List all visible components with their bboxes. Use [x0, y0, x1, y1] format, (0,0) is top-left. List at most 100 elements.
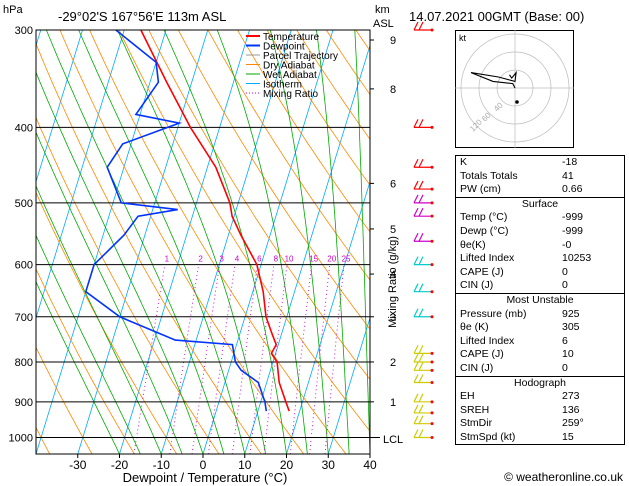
index-row: K -18 [456, 156, 624, 170]
legend-label: Temperature [263, 32, 320, 43]
isotherm-line [160, 30, 292, 454]
wind-barb [413, 374, 434, 384]
wind-barb [413, 345, 434, 355]
wet-adiabat-line [36, 131, 183, 454]
surface-label: Lifted Index [460, 252, 515, 265]
dry-adiabat-line [118, 30, 370, 432]
x-tick-label: 40 [363, 458, 377, 472]
hodograph-trace [470, 70, 517, 89]
surface-value: -999 [562, 211, 584, 224]
hodograph-stat-label: StmSpd (kt) [460, 430, 516, 443]
dry-adiabat-line [89, 30, 347, 454]
index-label: Totals Totals [460, 169, 518, 182]
hodograph-unit-label: kt [459, 33, 467, 43]
hodograph-stat-value: 273 [562, 390, 580, 403]
hodograph-stat-row: EH 273 [456, 390, 624, 404]
index-label: PW (cm) [460, 183, 501, 196]
dry-adiabat-line [36, 191, 178, 454]
surface-label: Temp (°C) [460, 211, 508, 224]
x-tick-label: 10 [238, 458, 252, 472]
km-tick-label: 4 [390, 269, 396, 281]
mixing-ratio-tick-label: 20 [327, 255, 336, 264]
dry-adiabat-line [36, 426, 51, 454]
mixing-ratio-tick-label: 1 [165, 255, 170, 264]
km-tick-label: 1 [390, 397, 396, 409]
isotherm-line [36, 30, 42, 47]
surface-label: θe(K) [460, 238, 486, 251]
most-unstable-label: θe (K) [460, 321, 489, 334]
legend-label: Dry Adiabat [263, 61, 315, 72]
mixing-ratio-tick-label: 3 [219, 255, 224, 264]
wind-barb [413, 232, 434, 243]
mixing-ratio-axis-label: Mixing Ratio (g/kg) [387, 236, 399, 328]
km-tick-label: 2 [390, 357, 396, 369]
wind-barb [413, 404, 434, 415]
dry-adiabat-line [207, 30, 370, 281]
most-unstable-value: 10 [562, 348, 574, 361]
km-tick-label: 5 [390, 224, 396, 236]
dry-adiabat-line [36, 346, 93, 454]
km-tick-label: 9 [390, 35, 396, 47]
surface-row: Lifted Index 10253 [456, 252, 624, 266]
legend-label: Dewpoint [263, 42, 305, 53]
isotherm-line [327, 316, 370, 454]
dry-adiabat-line [36, 268, 135, 454]
wet-adiabat-line [36, 280, 120, 454]
surface-label: Dewp (°C) [460, 224, 509, 237]
surface-row: Temp (°C) -999 [456, 211, 624, 225]
wet-adiabat-line [78, 30, 246, 454]
mixing-ratio-tick-label: 2 [198, 255, 203, 264]
most-unstable-value: 0 [562, 361, 568, 374]
hodograph-stat-value: 136 [562, 403, 580, 416]
mixing-ratio-tick-label: 10 [285, 255, 294, 264]
wet-adiabat-line [36, 71, 204, 454]
most-unstable-value: 305 [562, 321, 580, 334]
wind-barb [413, 308, 434, 319]
most-unstable-row: Lifted Index 6 [456, 335, 624, 349]
index-row: Totals Totals 41 [456, 170, 624, 184]
index-label: K [460, 156, 468, 168]
surface-row: θe(K) -0 [456, 239, 624, 253]
x-tick-label: 20 [280, 458, 294, 472]
isotherm-line [244, 44, 370, 454]
surface-label: CAPE (J) [460, 265, 504, 278]
surface-row: CIN (J) 0 [456, 279, 624, 293]
hodograph-stat-value: 259° [562, 417, 584, 430]
dry-adiabat-line [59, 30, 305, 454]
wind-barb [413, 180, 434, 191]
most-unstable-row: θe (K) 305 [456, 321, 624, 335]
indices-table: K -18 Totals Totals 41 PW (cm) 0.66 Surface T… [455, 155, 625, 446]
hodograph-stat-row: StmDir 259° [456, 417, 624, 431]
wet-adiabat-line [117, 30, 266, 454]
most-unstable-header: Most Unstable [506, 293, 574, 306]
x-tick-label: -30 [69, 458, 87, 472]
index-value: 0.66 [562, 183, 583, 196]
dry-adiabat-line [266, 30, 370, 186]
surface-label: CIN (J) [460, 279, 494, 292]
asl-label: ASL [373, 18, 394, 30]
legend-label: Parcel Trajectory [263, 51, 338, 62]
pressure-tick-label: 800 [15, 357, 33, 369]
surface-value: 10253 [562, 252, 592, 265]
temperature-profile [140, 30, 290, 412]
km-tick-label: 8 [390, 84, 396, 96]
surface-value: -0 [562, 238, 572, 251]
isotherm-line [36, 30, 167, 454]
most-unstable-label: CAPE (J) [460, 348, 504, 361]
km-label: km [375, 4, 390, 16]
most-unstable-label: CIN (J) [460, 361, 494, 374]
mixing-ratio-tick-label: 15 [309, 255, 318, 264]
most-unstable-row: CAPE (J) 10 [456, 348, 624, 362]
index-row: PW (cm) 0.66 [456, 183, 624, 197]
dry-adiabat-line [177, 30, 370, 330]
x-tick-label: 0 [200, 458, 207, 472]
most-unstable-value: 6 [562, 334, 568, 347]
wind-barb [413, 119, 434, 129]
mixing-ratio-tick-label: 6 [257, 255, 262, 264]
copyright: © weatheronline.co.uk [504, 470, 624, 484]
index-value: 41 [562, 169, 574, 182]
